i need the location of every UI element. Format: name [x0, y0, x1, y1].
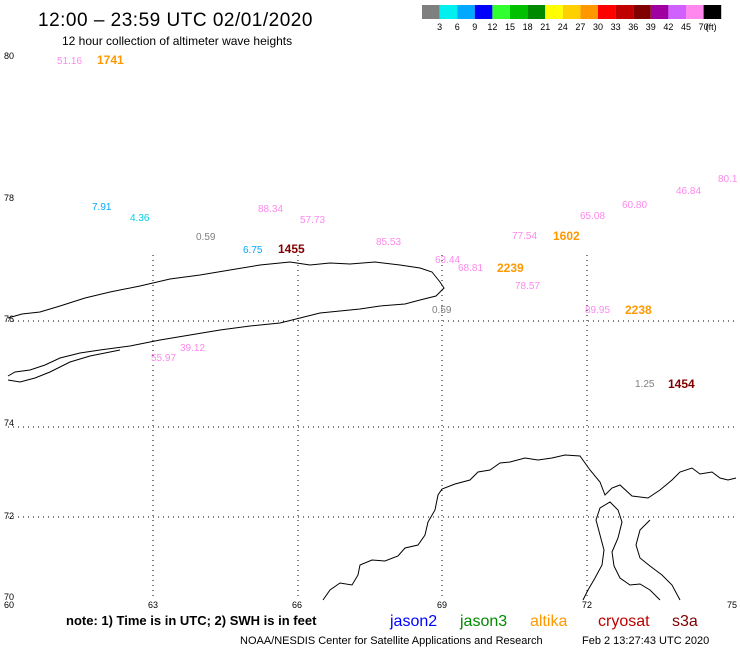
kara-sea-southern-coast — [322, 454, 737, 601]
lon-label-66: 66 — [292, 600, 302, 610]
legend-label: 24 — [558, 22, 568, 32]
lon-label-63: 63 — [148, 600, 158, 610]
pass-time-label: 1455 — [278, 242, 305, 256]
lon-label-69: 69 — [437, 600, 447, 610]
legend-swatch — [562, 5, 581, 19]
map-subtitle: 12 hour collection of altimeter wave hei… — [62, 34, 292, 48]
legend-swatch — [633, 5, 651, 19]
pass-time-label: 2239 — [497, 261, 524, 275]
wave-height-label: 39.12 — [180, 343, 205, 354]
wave-height-label: 65.08 — [580, 211, 605, 222]
legend-label: 6 — [455, 22, 460, 32]
legend-swatch — [492, 5, 510, 19]
coastlines — [7, 261, 737, 601]
wave-height-label: 85.53 — [376, 237, 401, 248]
lon-labels: 60 63 66 69 72 75 — [4, 600, 737, 610]
wave-height-label: 68.81 — [458, 263, 483, 274]
lat-label-76: 76 — [4, 314, 14, 324]
wave-height-label: 60.80 — [622, 200, 647, 211]
wave-height-label: 1.25 — [635, 379, 655, 390]
legend-label: 42 — [663, 22, 673, 32]
legend-swatch — [439, 5, 458, 19]
novaya-zemlya-south-coast — [7, 349, 121, 383]
lon-label-60: 60 — [4, 600, 14, 610]
satellite-legend: jason2 jason3 altika cryosat s3a — [389, 613, 698, 630]
legend-swatch — [703, 5, 722, 19]
legend-swatch — [422, 5, 440, 19]
legend-swatch — [545, 5, 563, 19]
satellite-cryosat: cryosat — [598, 613, 650, 630]
wave-height-label: 4.36 — [130, 213, 150, 224]
lat-label-72: 72 — [4, 511, 14, 521]
legend-label: 36 — [628, 22, 638, 32]
legend-swatch — [457, 5, 475, 19]
wave-height-label: 88.34 — [258, 204, 283, 215]
legend-swatch — [527, 5, 546, 19]
legend-label: 3 — [437, 22, 442, 32]
legend-swatch — [580, 5, 598, 19]
wave-height-label: 55.97 — [151, 353, 176, 364]
wave-observations: 51.16 1741 80.1 46.84 60.80 65.08 7.91 4.36 88.3… — [57, 53, 738, 391]
legend-label: 45 — [681, 22, 691, 32]
wave-height-label: 6.75 — [243, 245, 263, 256]
lat-labels: 80 78 76 74 72 70 — [4, 51, 14, 602]
map-title: 12:00 – 23:59 UTC 02/01/2020 — [38, 10, 313, 31]
legend-swatch — [510, 5, 528, 19]
pass-time-label: 2238 — [625, 303, 652, 317]
legend-swatch — [615, 5, 634, 19]
satellite-jason3: jason3 — [459, 613, 507, 630]
yamal-east-coast — [635, 519, 681, 601]
wave-height-label: 0.59 — [432, 305, 452, 316]
legend-label: 15 — [505, 22, 515, 32]
pass-time-label: 1602 — [553, 229, 580, 243]
lon-label-75: 75 — [727, 600, 737, 610]
lon-label-72: 72 — [582, 600, 592, 610]
legend-swatch — [668, 5, 686, 19]
gydan-peninsula-coast — [582, 501, 661, 601]
wave-height-label: 0.59 — [196, 232, 216, 243]
wave-height-label: 46.84 — [676, 186, 701, 197]
wave-height-label: 51.16 — [57, 56, 82, 67]
legend-label: 39 — [646, 22, 656, 32]
novaya-zemlya-north-coast — [7, 261, 445, 377]
satellite-jason2: jason2 — [389, 613, 437, 630]
lat-label-74: 74 — [4, 418, 14, 428]
legend-swatch — [686, 5, 704, 19]
pass-time-label: 1454 — [668, 377, 695, 391]
legend-swatch — [474, 5, 493, 19]
legend-label: 9 — [472, 22, 477, 32]
lat-label-78: 78 — [4, 193, 14, 203]
credit-line: NOAA/NESDIS Center for Satellite Applica… — [240, 635, 543, 647]
pass-time-label: 1741 — [97, 53, 124, 67]
timestamp: Feb 2 13:27:43 UTC 2020 — [582, 635, 709, 647]
color-legend: 3 6 9 12 15 18 21 24 27 30 33 36 39 42 45 70(ft) — [422, 5, 722, 32]
wave-height-label: 78.57 — [515, 281, 540, 292]
lat-label-80: 80 — [4, 51, 14, 61]
legend-swatch — [650, 5, 669, 19]
legend-swatch — [598, 5, 616, 19]
legend-label: 33 — [611, 22, 621, 32]
legend-label: 70 — [699, 22, 709, 32]
legend-label: 30 — [593, 22, 603, 32]
legend-label: 18 — [523, 22, 533, 32]
legend-unit: (ft) — [706, 22, 717, 32]
wave-height-label: 7.91 — [92, 202, 112, 213]
wave-height-label: 57.73 — [300, 215, 325, 226]
legend-label: 12 — [487, 22, 497, 32]
satellite-s3a: s3a — [672, 613, 698, 630]
wave-height-label: 89.95 — [585, 305, 610, 316]
satellite-altika: altika — [530, 613, 567, 630]
legend-label: 21 — [540, 22, 550, 32]
wave-height-label: 77.54 — [512, 231, 537, 242]
lat-label-70: 70 — [4, 592, 14, 602]
footer-note: note: 1) Time is in UTC; 2) SWH is in fe… — [66, 613, 317, 628]
wave-height-label: 63.44 — [435, 255, 460, 266]
wave-height-label: 80.1 — [718, 174, 738, 185]
legend-label: 27 — [575, 22, 585, 32]
